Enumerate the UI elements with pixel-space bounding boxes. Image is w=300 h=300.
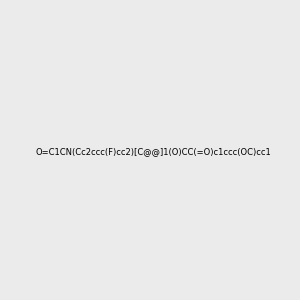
Text: O=C1CN(Cc2ccc(F)cc2)[C@@]1(O)CC(=O)c1ccc(OC)cc1: O=C1CN(Cc2ccc(F)cc2)[C@@]1(O)CC(=O)c1ccc… — [36, 147, 272, 156]
